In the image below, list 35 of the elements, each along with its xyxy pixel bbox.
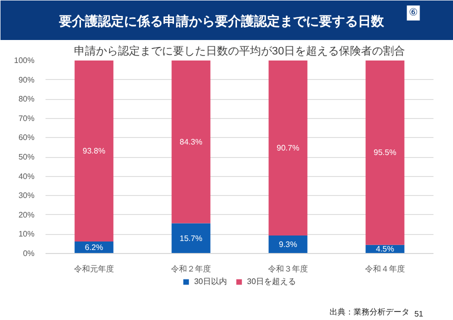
chart-title: 要介護認定に係る申請から要介護認定までに要する日数: [58, 14, 386, 28]
data-label: 84.3%: [180, 137, 202, 146]
bar: [366, 60, 404, 245]
text: ⑥: [408, 8, 418, 18]
x-tick-label: 令和元年度: [74, 264, 114, 274]
x-tick-label: 令和３年度: [268, 264, 308, 274]
data-label: 15.7%: [180, 234, 202, 243]
y-tick-label: 30%: [18, 191, 35, 200]
y-tick-label: 100%: [14, 56, 35, 65]
bar: [268, 60, 308, 236]
y-tick-label: 80%: [18, 94, 35, 104]
y-tick-label: 50%: [18, 152, 35, 162]
text: 51: [414, 310, 424, 318]
chart-subtitle: 申請から認定までに要した日数の平均が30日を超える保険者の割合: [74, 44, 406, 58]
data-label: 4.5%: [376, 244, 394, 254]
y-tick-label: 0%: [22, 249, 34, 258]
data-label: 9.3%: [278, 240, 298, 250]
y-tick-label: 60%: [18, 133, 35, 142]
y-tick-label: 70%: [18, 114, 35, 123]
y-tick-label: 10%: [18, 230, 35, 239]
bar: [172, 223, 210, 254]
data-label: 93.8%: [82, 146, 106, 156]
data-label: 95.5%: [374, 148, 396, 158]
data-label: 6.2%: [84, 243, 104, 252]
legend-label: 30日以内: [194, 276, 227, 287]
bar: [74, 60, 114, 242]
data-label: 90.7%: [276, 144, 300, 153]
y-tick-label: 20%: [18, 210, 35, 220]
x-tick-label: 令和２年度: [171, 264, 211, 274]
x-tick-label: 令和４年度: [365, 264, 405, 274]
legend-label: 30日を超える: [247, 276, 296, 287]
source-note: 出典：業務分析データ: [330, 308, 410, 316]
bar: [172, 60, 210, 224]
y-tick-label: 40%: [18, 172, 35, 181]
y-tick-label: 90%: [18, 75, 35, 84]
